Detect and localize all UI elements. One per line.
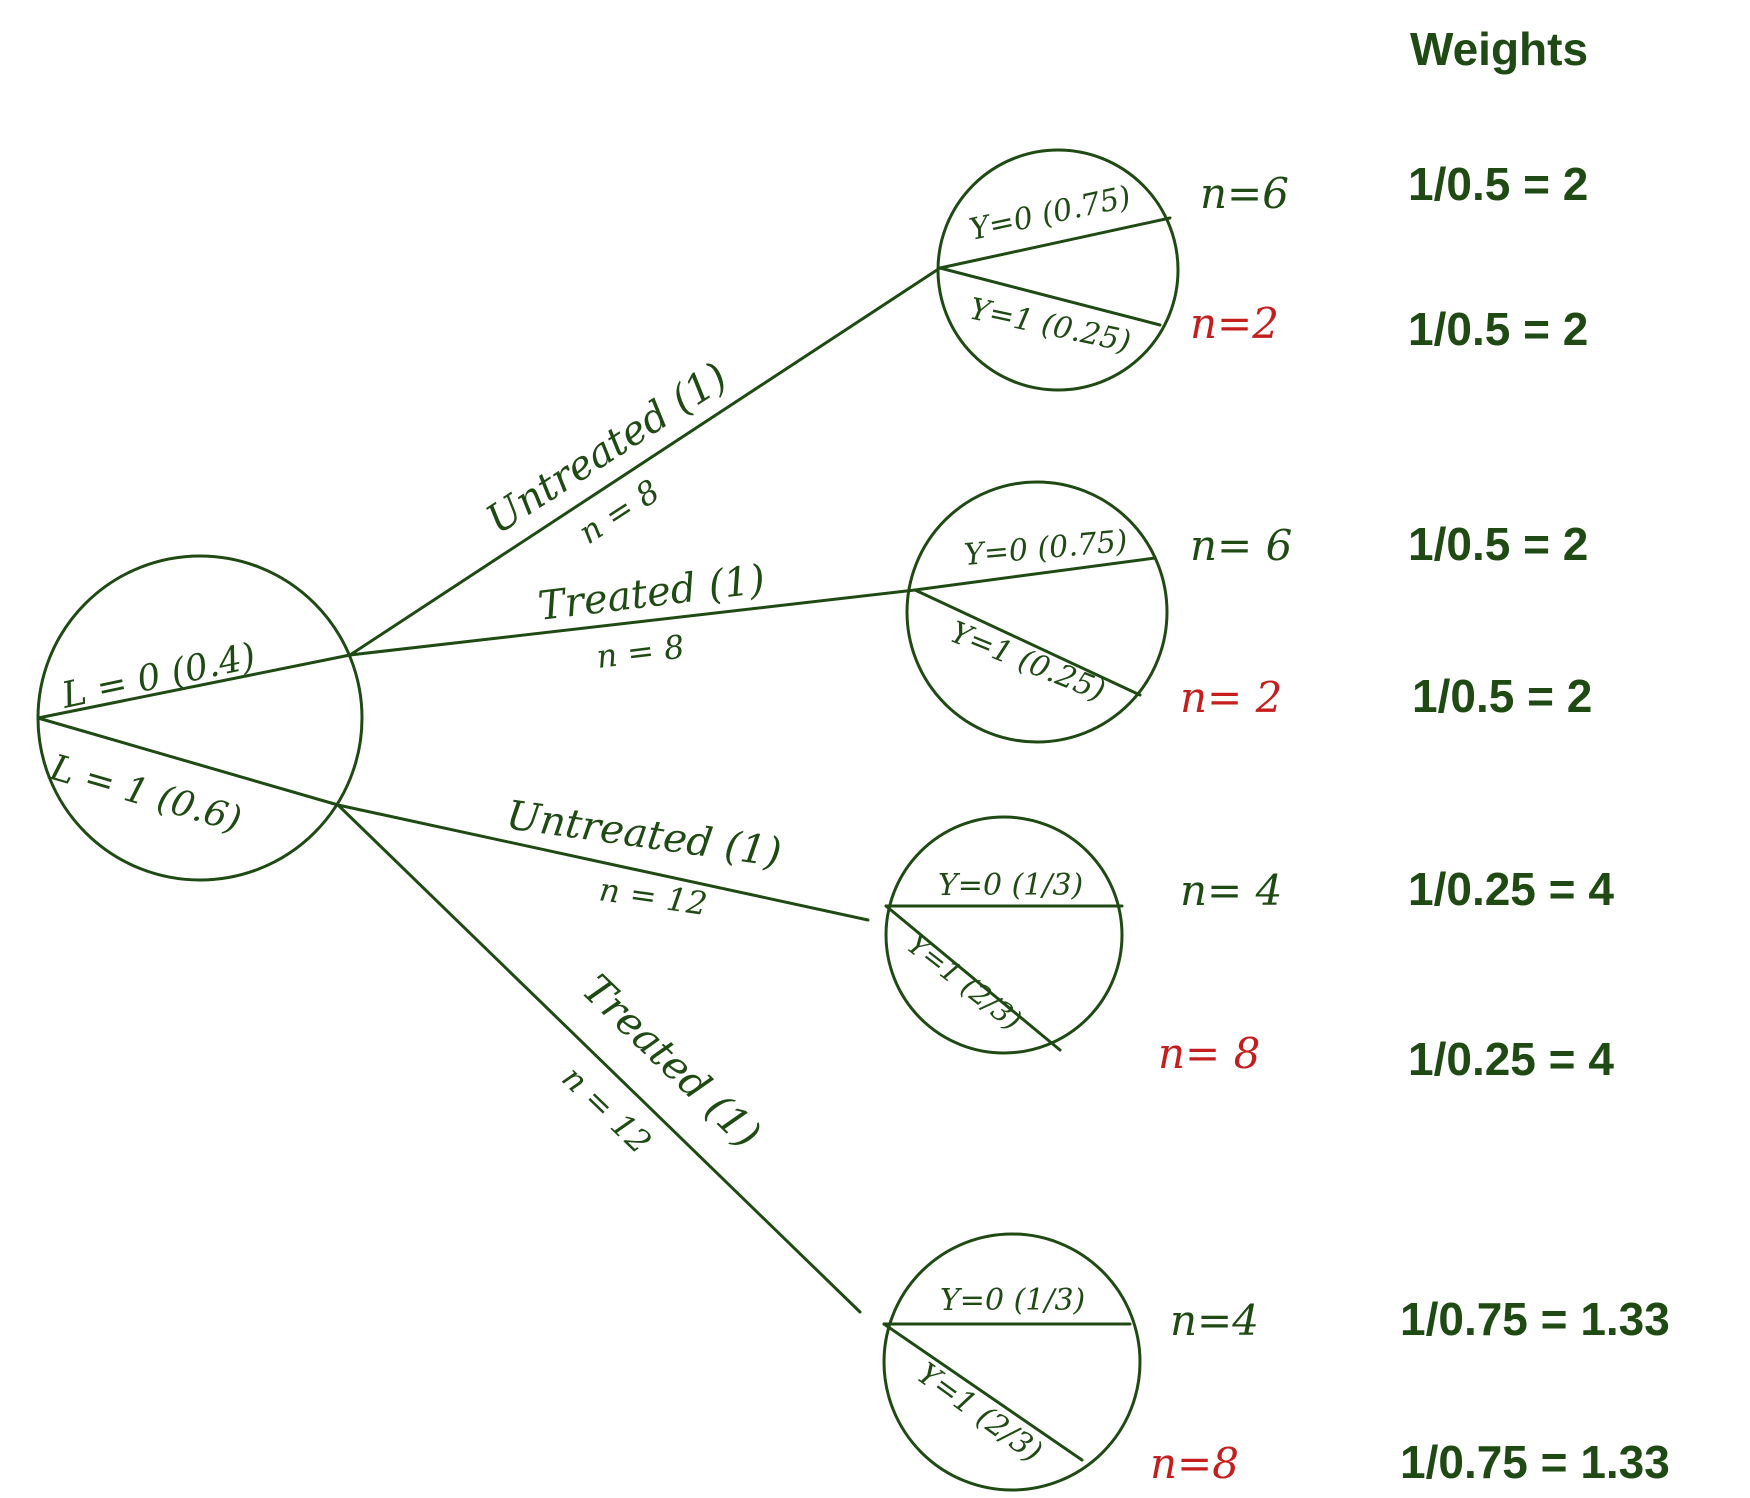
branch-line-untreated-l0 (348, 266, 942, 657)
leaf-2-weight-bottom: 1/0.5 = 2 (1412, 670, 1592, 722)
leaf-1-n-bottom: n=2 (1190, 299, 1279, 348)
root-bottom-label: L = 1 (0.6) (45, 747, 246, 841)
branch-label-untreated-l1: Untreated (1) (504, 792, 785, 876)
leaf-4-top-label: Y=0 (1/3) (940, 1283, 1085, 1318)
leaf-1-divider-bottom (938, 266, 1162, 327)
leaf-1-weight-top: 1/0.5 = 2 (1408, 158, 1588, 210)
branch-line-treated-l1 (336, 803, 862, 1314)
leaf-4-divider-bottom (882, 1322, 1084, 1462)
leaf-1-divider-top (938, 216, 1172, 270)
leaf-2-bottom-label: Y=1 (0.25) (945, 615, 1110, 709)
leaf-4-n-top: n=4 (1170, 1296, 1259, 1345)
leaf-1-n-top: n=6 (1200, 169, 1289, 218)
leaf-2-divider-bottom (913, 588, 1142, 697)
leaf-4-weight-bottom: 1/0.75 = 1.33 (1400, 1436, 1670, 1488)
leaf-node-4 (882, 1232, 1142, 1492)
leaf-node-1 (936, 148, 1180, 392)
weights-header: Weights (1410, 23, 1588, 75)
leaf-3-top-label: Y=0 (1/3) (938, 868, 1083, 903)
leaf-3-n-top: n= 4 (1180, 866, 1282, 915)
leaf-1-top-label: Y=0 (0.75) (966, 180, 1133, 248)
branch-n-treated-l0: n = 8 (594, 627, 686, 675)
leaf-3-divider-bottom (884, 904, 1062, 1052)
branch-line-untreated-l1 (336, 803, 870, 922)
leaf-2-weight-top: 1/0.5 = 2 (1408, 518, 1588, 570)
leaf-4-bottom-label: Y=1 (2/3) (910, 1356, 1048, 1470)
branch-n-treated-l1: n = 12 (554, 1058, 658, 1161)
leaf-2-n-bottom: n= 2 (1180, 673, 1282, 722)
leaf-node-3 (884, 815, 1124, 1055)
root-top-label: L = 0 (0.4) (57, 636, 259, 717)
leaf-1-bottom-label: Y=1 (0.25) (966, 292, 1133, 360)
leaf-2-divider-top (913, 556, 1157, 592)
branch-line-treated-l0 (348, 588, 917, 657)
leaf-2-n-top: n= 6 (1190, 521, 1292, 570)
leaf-1-weight-bottom: 1/0.5 = 2 (1408, 303, 1588, 355)
branch-n-untreated-l1: n = 12 (597, 870, 710, 923)
leaf-4-weight-top: 1/0.75 = 1.33 (1400, 1293, 1670, 1345)
leaf-3-weight-bottom: 1/0.25 = 4 (1408, 1033, 1614, 1085)
root-node (36, 554, 364, 882)
root-divider-top (36, 653, 352, 720)
leaf-3-weight-top: 1/0.25 = 4 (1408, 863, 1614, 915)
leaf-3-bottom-label: Y=1 (2/3) (901, 928, 1028, 1037)
leaf-node-2 (905, 480, 1169, 744)
root-divider-bottom (36, 716, 340, 807)
leaf-4-n-bottom: n=8 (1150, 1439, 1239, 1488)
leaf-3-n-bottom: n= 8 (1158, 1029, 1260, 1078)
